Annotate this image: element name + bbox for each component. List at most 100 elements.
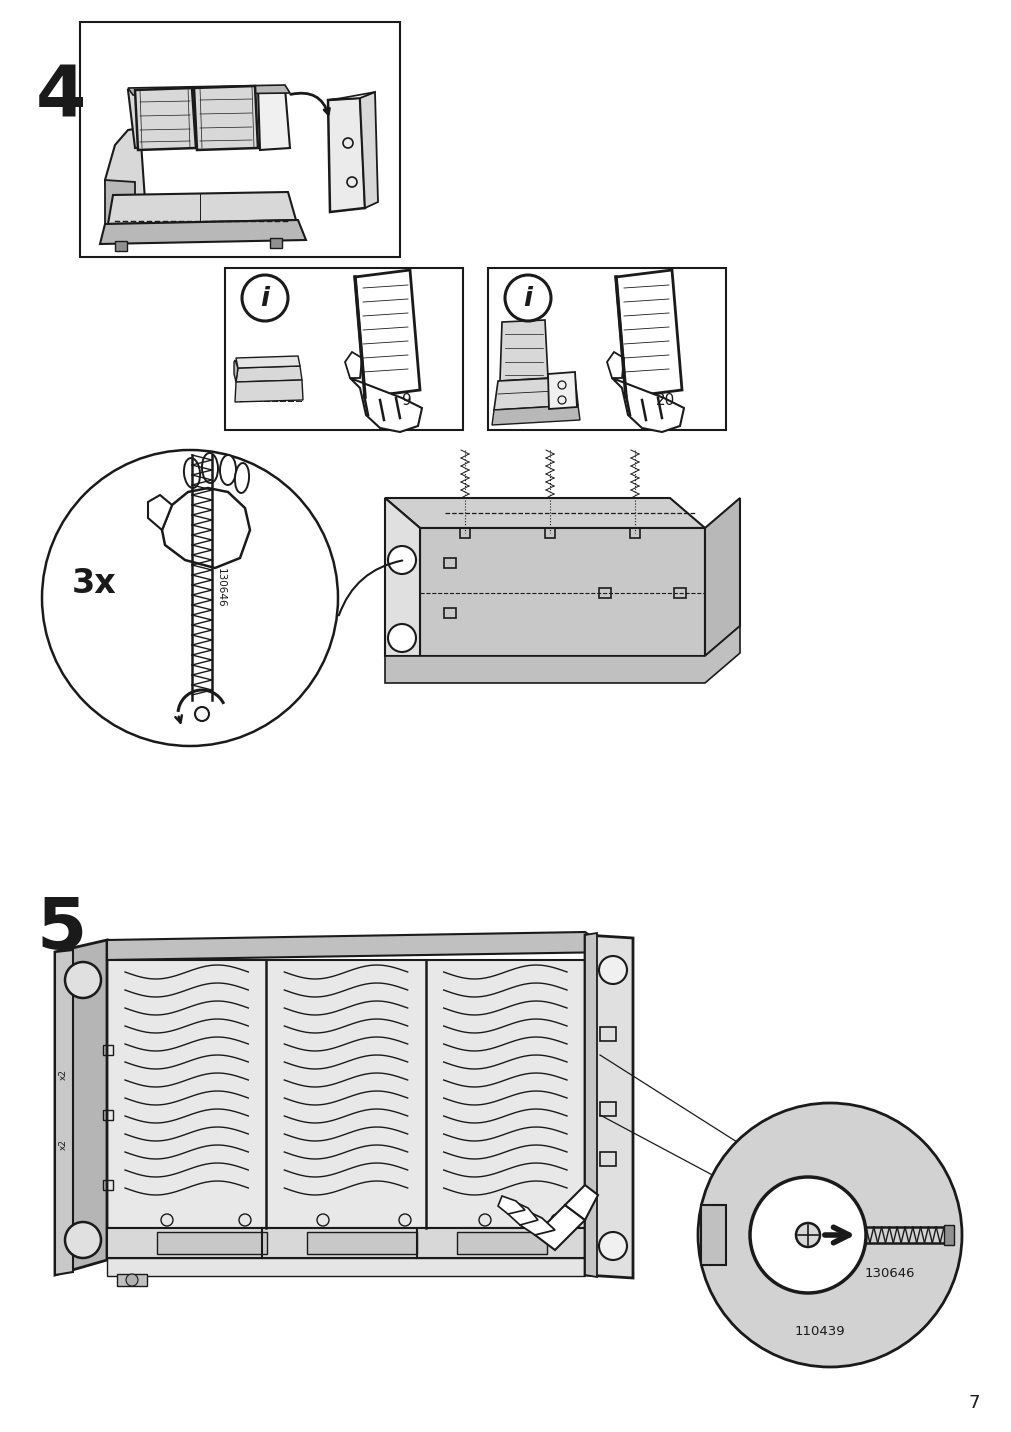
Polygon shape <box>134 87 196 150</box>
Polygon shape <box>194 86 258 150</box>
Polygon shape <box>384 498 705 528</box>
Circle shape <box>42 450 338 746</box>
Polygon shape <box>384 498 420 656</box>
Polygon shape <box>105 180 134 228</box>
Text: x2: x2 <box>59 1070 68 1081</box>
Polygon shape <box>491 405 579 425</box>
Polygon shape <box>499 319 548 381</box>
Bar <box>107 959 584 1229</box>
Circle shape <box>387 624 416 652</box>
Polygon shape <box>107 1229 584 1257</box>
Bar <box>630 528 639 538</box>
Polygon shape <box>350 378 422 432</box>
Bar <box>600 1151 616 1166</box>
Bar <box>306 1232 417 1254</box>
Polygon shape <box>520 1210 554 1234</box>
Bar <box>599 589 611 599</box>
Text: 130646: 130646 <box>215 569 225 607</box>
Circle shape <box>698 1103 961 1368</box>
Polygon shape <box>584 934 596 1277</box>
Polygon shape <box>105 127 145 228</box>
Polygon shape <box>355 271 420 397</box>
Polygon shape <box>258 87 290 150</box>
Bar <box>103 1045 113 1055</box>
Circle shape <box>749 1177 865 1293</box>
Bar <box>460 528 469 538</box>
Polygon shape <box>236 357 299 368</box>
Polygon shape <box>162 488 250 569</box>
Polygon shape <box>508 1201 538 1224</box>
Bar <box>673 589 685 599</box>
Bar <box>444 558 456 569</box>
Circle shape <box>504 275 550 321</box>
Bar <box>270 238 282 248</box>
Circle shape <box>242 275 288 321</box>
Ellipse shape <box>219 455 236 485</box>
Circle shape <box>599 1232 627 1260</box>
Text: 130646: 130646 <box>863 1267 914 1280</box>
Bar <box>224 268 463 430</box>
Bar <box>457 1232 547 1254</box>
Circle shape <box>126 1274 137 1286</box>
Polygon shape <box>236 367 301 382</box>
Bar <box>117 1274 147 1286</box>
Polygon shape <box>328 92 375 100</box>
Circle shape <box>387 546 416 574</box>
Polygon shape <box>345 352 362 378</box>
Text: 5: 5 <box>36 895 86 964</box>
Polygon shape <box>497 1196 525 1214</box>
Bar <box>80 21 399 256</box>
Bar <box>444 609 456 619</box>
Polygon shape <box>55 939 107 1274</box>
Polygon shape <box>127 84 290 95</box>
Bar <box>600 1027 616 1041</box>
Polygon shape <box>108 192 295 223</box>
Text: i: i <box>523 286 532 312</box>
Polygon shape <box>564 1186 598 1220</box>
Polygon shape <box>493 377 577 410</box>
Bar <box>115 241 126 251</box>
Text: 9: 9 <box>401 392 411 408</box>
Polygon shape <box>100 221 305 243</box>
Polygon shape <box>584 935 632 1277</box>
Bar <box>487 268 725 430</box>
Text: 3x: 3x <box>72 567 116 600</box>
Polygon shape <box>148 495 172 530</box>
Polygon shape <box>127 87 285 147</box>
Circle shape <box>65 962 101 998</box>
Circle shape <box>65 1221 101 1257</box>
Polygon shape <box>420 528 705 656</box>
Polygon shape <box>328 97 365 212</box>
Bar <box>600 1103 616 1116</box>
Polygon shape <box>607 352 624 378</box>
Circle shape <box>796 1223 819 1247</box>
Polygon shape <box>548 372 576 410</box>
Polygon shape <box>55 949 73 1274</box>
Polygon shape <box>234 359 238 382</box>
Bar <box>157 1232 267 1254</box>
Polygon shape <box>107 1257 584 1276</box>
Polygon shape <box>616 271 681 397</box>
Text: 110439: 110439 <box>794 1325 844 1337</box>
Ellipse shape <box>202 453 217 483</box>
Polygon shape <box>535 1204 584 1250</box>
Bar <box>103 1110 113 1120</box>
Ellipse shape <box>184 458 200 488</box>
Text: i: i <box>260 286 269 312</box>
Text: 20: 20 <box>655 392 674 408</box>
Polygon shape <box>360 92 378 208</box>
Circle shape <box>599 957 627 984</box>
Polygon shape <box>107 932 615 959</box>
Text: x2: x2 <box>59 1140 68 1150</box>
Bar <box>545 528 554 538</box>
Text: 7: 7 <box>968 1393 979 1412</box>
Polygon shape <box>705 498 739 656</box>
Bar <box>103 1180 113 1190</box>
Polygon shape <box>384 626 739 683</box>
Polygon shape <box>612 378 683 432</box>
Bar <box>943 1224 953 1244</box>
Ellipse shape <box>235 463 249 493</box>
Bar <box>701 1204 725 1264</box>
Polygon shape <box>235 379 302 402</box>
Text: 4: 4 <box>36 62 86 130</box>
